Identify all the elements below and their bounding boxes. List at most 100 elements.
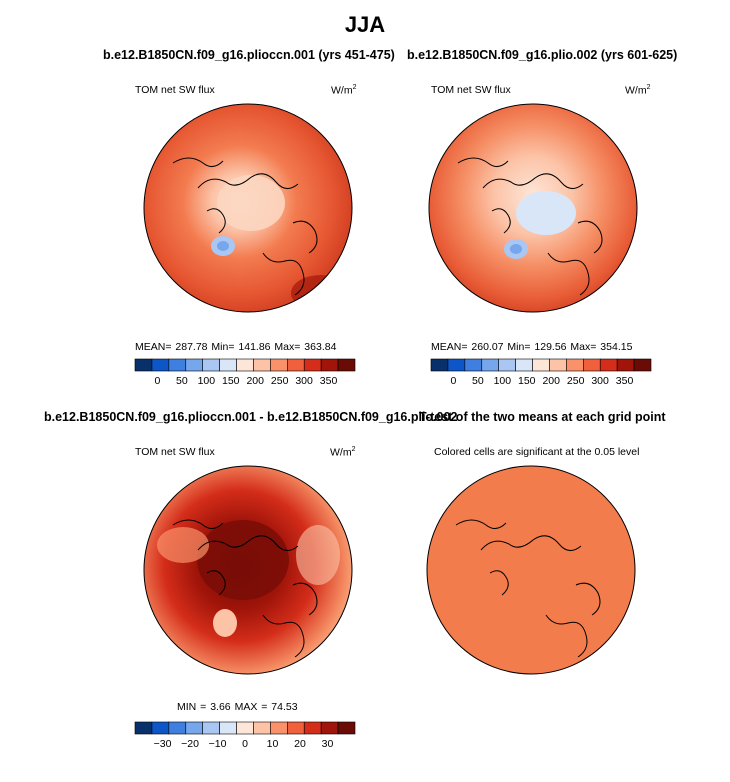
panel-2-title: b.e12.B1850CN.f09_g16.plio.002 (yrs 601-… bbox=[407, 48, 678, 62]
panel-2-variable-label: TOM net SW flux bbox=[431, 84, 511, 96]
panel-4-title: T-test of the two means at each grid poi… bbox=[419, 410, 666, 424]
panel-3-colorbar: −30 −20 −10 0 10 20 30 bbox=[134, 721, 356, 750]
colorbar-swatch bbox=[430, 358, 449, 372]
panel-3-arctic-max bbox=[197, 520, 289, 600]
panel-4-map bbox=[426, 465, 636, 675]
panel-1-colorbar: 0 50 100 150 200 250 300 350 bbox=[134, 358, 356, 387]
colorbar-swatch bbox=[151, 721, 170, 735]
colorbar-tick-label: −10 bbox=[209, 738, 227, 750]
colorbar-tick-label: 30 bbox=[322, 738, 334, 750]
panel-2-map-border bbox=[428, 103, 638, 313]
panel-4-coastlines bbox=[455, 519, 601, 658]
colorbar-swatch bbox=[253, 358, 271, 372]
colorbar-swatch bbox=[464, 358, 483, 372]
colorbar-swatch bbox=[219, 358, 237, 372]
panel-1-greenland-core bbox=[217, 241, 229, 251]
panel-1-variable-label: TOM net SW flux bbox=[135, 84, 215, 96]
colorbar-swatch bbox=[532, 358, 550, 372]
colorbar-swatch bbox=[320, 721, 339, 735]
panel-3-greenland-patch bbox=[213, 609, 237, 637]
panel-1-map bbox=[143, 103, 353, 313]
panel-3-variable-label: TOM net SW flux bbox=[135, 446, 215, 458]
panel-2-coastlines bbox=[457, 157, 603, 296]
colorbar-swatch bbox=[202, 721, 220, 735]
colorbar-swatch bbox=[253, 721, 271, 735]
colorbar-tick-label: 100 bbox=[198, 375, 216, 387]
colorbar-tick-label: 250 bbox=[567, 375, 585, 387]
colorbar-swatch bbox=[481, 358, 499, 372]
colorbar-swatch bbox=[168, 721, 187, 735]
colorbar-tick-label: 300 bbox=[591, 375, 609, 387]
colorbar-tick-label: 50 bbox=[472, 375, 484, 387]
colorbar-tick-label: 50 bbox=[176, 375, 188, 387]
colorbar-tick-label: 0 bbox=[155, 375, 161, 387]
panel-3-units: W/m2 bbox=[330, 446, 356, 459]
panel-1-arctic-high bbox=[217, 175, 285, 231]
colorbar-swatch bbox=[185, 721, 203, 735]
panel-3-stats: MIN = 3.66 MAX = 74.53 bbox=[177, 701, 298, 713]
panel-4-field bbox=[427, 466, 635, 674]
colorbar-swatch bbox=[303, 358, 322, 372]
colorbar-tick-label: 0 bbox=[242, 738, 248, 750]
colorbar-swatch bbox=[202, 358, 220, 372]
colorbar-swatch bbox=[447, 358, 466, 372]
panel-1-sahara-max bbox=[291, 275, 351, 311]
panel-2-greenland-core bbox=[510, 244, 522, 254]
panel-1-map-border bbox=[143, 103, 353, 313]
colorbar-tick-label: 350 bbox=[616, 375, 634, 387]
colorbar-swatch bbox=[168, 358, 187, 372]
panel-2-colorbar: 0 50 100 150 200 250 300 350 bbox=[430, 358, 652, 387]
panel-3-map bbox=[143, 465, 353, 675]
colorbar-swatch bbox=[134, 721, 153, 735]
colorbar-tick-label: 350 bbox=[320, 375, 338, 387]
panel-2-units: W/m2 bbox=[625, 84, 651, 97]
panel-1-stats: MEAN= 287.78 Min= 141.86 Max= 363.84 bbox=[135, 341, 337, 353]
panel-3-atlantic-patch bbox=[157, 527, 209, 563]
colorbar-swatch bbox=[566, 358, 584, 372]
colorbar-swatch bbox=[151, 358, 170, 372]
colorbar-swatch bbox=[270, 358, 288, 372]
colorbar-tick-label: 100 bbox=[494, 375, 512, 387]
colorbar-swatch bbox=[287, 358, 305, 372]
colorbar-swatch bbox=[320, 358, 339, 372]
colorbar-tick-label: 20 bbox=[294, 738, 306, 750]
panel-3-title: b.e12.B1850CN.f09_g16.plioccn.001 - b.e1… bbox=[44, 410, 458, 424]
colorbar-tick-label: 200 bbox=[542, 375, 560, 387]
colorbar-swatch bbox=[616, 358, 635, 372]
colorbar-tick-label: 200 bbox=[246, 375, 264, 387]
panel-1-units: W/m2 bbox=[331, 84, 357, 97]
colorbar-swatch bbox=[498, 358, 516, 372]
figure-title: JJA bbox=[344, 12, 386, 37]
colorbar-swatch bbox=[515, 358, 533, 372]
colorbar-swatch bbox=[633, 358, 652, 372]
panel-1-coastlines bbox=[172, 157, 318, 296]
panel-3-pacific-patch bbox=[296, 525, 340, 585]
panel-3-map-border bbox=[143, 465, 353, 675]
panel-4-map-border bbox=[426, 465, 636, 675]
colorbar-swatch bbox=[287, 721, 305, 735]
colorbar-swatch bbox=[583, 358, 601, 372]
colorbar-swatch bbox=[337, 721, 356, 735]
panel-2-stats: MEAN= 260.07 Min= 129.56 Max= 354.15 bbox=[431, 341, 633, 353]
colorbar-tick-label: 0 bbox=[451, 375, 457, 387]
colorbar-swatch bbox=[219, 721, 237, 735]
colorbar-swatch bbox=[236, 358, 254, 372]
colorbar-tick-label: 300 bbox=[295, 375, 313, 387]
colorbar-swatch bbox=[270, 721, 288, 735]
colorbar-tick-label: −30 bbox=[154, 738, 172, 750]
colorbar-tick-label: 250 bbox=[271, 375, 289, 387]
colorbar-swatch bbox=[599, 358, 618, 372]
colorbar-swatch bbox=[303, 721, 322, 735]
colorbar-tick-label: 10 bbox=[267, 738, 279, 750]
colorbar-tick-label: −20 bbox=[181, 738, 199, 750]
panel-3-coastlines bbox=[172, 519, 318, 658]
panel-2-arctic-low bbox=[516, 191, 576, 235]
colorbar-swatch bbox=[236, 721, 254, 735]
colorbar-swatch bbox=[549, 358, 567, 372]
panel-4-significance-note: Colored cells are significant at the 0.0… bbox=[434, 446, 640, 458]
colorbar-swatch bbox=[185, 358, 203, 372]
panel-1-title: b.e12.B1850CN.f09_g16.plioccn.001 (yrs 4… bbox=[103, 48, 395, 62]
colorbar-tick-label: 150 bbox=[518, 375, 536, 387]
colorbar-swatch bbox=[134, 358, 153, 372]
colorbar-tick-label: 150 bbox=[222, 375, 240, 387]
